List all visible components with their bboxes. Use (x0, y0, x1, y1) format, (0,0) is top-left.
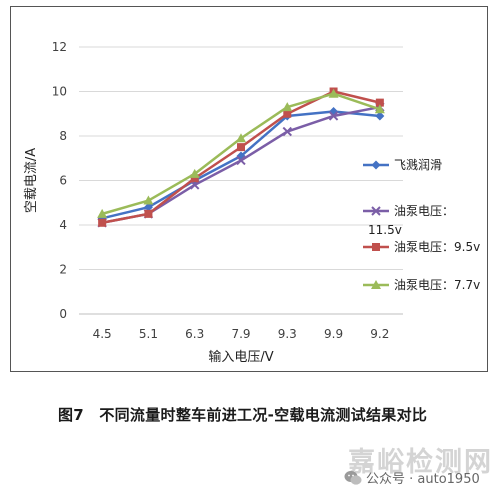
legend-label: 油泵电压：7.7v (394, 278, 480, 292)
legend-label-line: 油泵电压： (394, 204, 454, 218)
data-point (143, 202, 153, 212)
x-tick-label: 9.3 (278, 327, 297, 341)
data-point (374, 104, 385, 114)
data-point (328, 111, 339, 121)
legend-label: 飞溅润滑 (394, 157, 442, 172)
legend-item-2: 油泵电压： 11.5v (363, 204, 454, 237)
y-tick-label: 6 (59, 174, 67, 188)
series-1 (97, 107, 385, 223)
y-tick-label: 2 (59, 263, 67, 277)
wechat-account: 公众号 · auto1950 (344, 468, 480, 487)
x-tick-label: 5.1 (139, 327, 158, 341)
y-axis-title: 空载电流/A (24, 148, 39, 213)
data-point (236, 155, 246, 166)
y-tick-label: 8 (59, 129, 67, 143)
x-tick-label: 4.5 (93, 327, 112, 341)
data-point (190, 174, 199, 183)
series-line (101, 105, 381, 225)
wechat-account-label: 公众号 · auto1950 (366, 472, 480, 487)
y-tick-label: 0 (59, 307, 67, 321)
data-point (98, 218, 107, 227)
data-point (236, 133, 246, 143)
y-tick-label: 4 (59, 218, 67, 232)
legend-item-1: 飞溅润滑 (363, 157, 442, 172)
chart-frame: 0 2 4 6 8 10 12 4.5 5.1 6.3 7.9 9.3 9.9 9.2 输入电压/V 空载电流… (10, 6, 488, 372)
legend-label: 油泵电压： 11.5v (368, 204, 454, 237)
legend-label-line: 飞溅润滑 (394, 157, 442, 172)
figure-caption: 图7 不同流量时整车前进工况-空载电流测试结果对比 (58, 406, 428, 424)
legend-label-line: 油泵电压：9.5v (394, 240, 480, 254)
legend-marker (371, 280, 381, 289)
y-tick-label: 12 (52, 40, 67, 54)
x-axis-title: 输入电压/V (208, 349, 273, 365)
legend-marker (371, 160, 381, 170)
line-chart: 0 2 4 6 8 10 12 4.5 5.1 6.3 7.9 9.3 9.9 9.2 输入电压/V 空载电流… (24, 40, 480, 365)
data-point (190, 180, 200, 190)
legend-marker (371, 206, 381, 216)
x-tick-label: 9.2 (370, 327, 389, 341)
data-point (143, 195, 154, 205)
data-point (97, 208, 108, 218)
wechat-icon (344, 470, 362, 485)
legend-item-4: 油泵电压：7.7v (363, 278, 480, 292)
data-point (375, 111, 385, 121)
data-point (282, 126, 292, 137)
legend-label: 油泵电压：9.5v (394, 240, 480, 254)
legend-marker (372, 243, 380, 251)
series-4 (97, 88, 385, 218)
x-tick-label: 9.9 (324, 327, 343, 341)
data-point (144, 209, 153, 218)
data-point (282, 102, 293, 112)
legend-label-line: 11.5v (368, 223, 402, 237)
data-point (283, 109, 292, 118)
x-tick-label: 7.9 (231, 327, 250, 341)
watermark-text: 嘉峪检测网 (348, 447, 493, 478)
x-tick-label: 6.3 (185, 327, 204, 341)
data-point (189, 168, 200, 178)
y-tick-label: 10 (52, 85, 67, 99)
data-point (328, 88, 339, 98)
data-point (237, 143, 245, 152)
legend-item-3: 油泵电压：9.5v (363, 240, 480, 254)
legend-label-line: 油泵电压：7.7v (394, 278, 480, 292)
data-point (375, 98, 384, 107)
